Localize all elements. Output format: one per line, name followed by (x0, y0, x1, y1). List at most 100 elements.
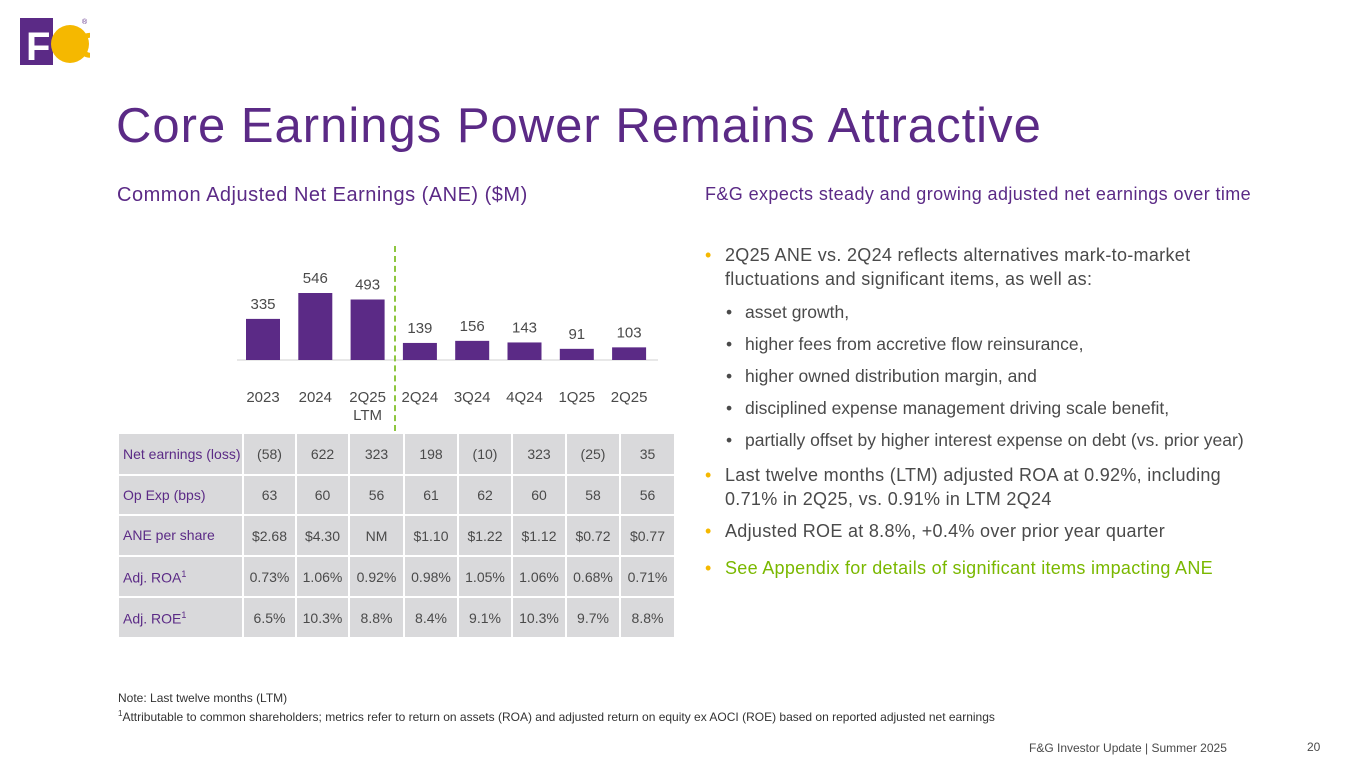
x-tick-label: 2Q24 (401, 389, 439, 406)
ane-bar-chart: 335 546 493 139 156 143 91 103 (237, 270, 658, 361)
x-tick-label: 2Q25 LTM (349, 389, 386, 424)
page-title: Core Earnings Power Remains Attractive (116, 99, 1042, 153)
row-label: Adj. ROE1 (117, 596, 244, 639)
table-cell: 56 (619, 474, 676, 516)
table-cell: 8.4% (403, 596, 459, 639)
table-cell: 10.3% (295, 596, 350, 639)
table-cell: 622 (295, 432, 350, 476)
table-cell: (25) (565, 432, 621, 476)
bullet-text: Adjusted ROE at 8.8%, +0.4% over prior y… (725, 521, 1166, 541)
table-cell: $0.72 (565, 514, 621, 557)
bar-2q25-ltm (350, 299, 385, 360)
x-tick-label: 2024 (298, 389, 332, 406)
table-cell: 56 (348, 474, 405, 516)
table-cell: 58 (565, 474, 621, 516)
bullet-ltm-roa: • Last twelve months (LTM) adjusted ROA … (705, 465, 1221, 509)
bar-2023 (246, 318, 280, 360)
bullet-appendix-note: • See Appendix for details of significan… (705, 558, 1213, 578)
bar-2024 (298, 293, 333, 360)
table-row: Adj. ROA1 0.73% 1.06% 0.92% 0.98% 1.05% 1.06% 0… (117, 555, 676, 598)
sub-bullet: • disciplined expense management driving … (726, 398, 1170, 418)
table-cell: 9.1% (457, 596, 513, 639)
bar-4q24 (507, 342, 542, 360)
table-cell: (10) (457, 432, 513, 476)
table-cell: $1.22 (457, 514, 513, 557)
row-label: Adj. ROA1 (117, 555, 244, 598)
table-cell: 1.06% (295, 555, 350, 598)
footnote: Note: Last twelve months (LTM) 1Attribut… (118, 690, 995, 725)
table-cell: 10.3% (511, 596, 567, 639)
bullet-ane-comparison: • 2Q25 ANE vs. 2Q24 reflects alternative… (705, 243, 1265, 451)
row-label: ANE per share (117, 514, 244, 557)
row-label: Op Exp (bps) (117, 474, 244, 516)
bullet-text: Last twelve months (LTM) adjusted ROA at… (725, 465, 1221, 509)
table-cell: 8.8% (619, 596, 676, 639)
x-tick-label: 3Q24 (453, 389, 491, 406)
bullet-marker: • (705, 245, 712, 265)
table-cell: 0.71% (619, 555, 676, 598)
sub-bullet: • higher owned distribution margin, and (726, 366, 1037, 386)
footnote-ltm: Note: Last twelve months (LTM) (118, 691, 288, 705)
bar-2q24 (402, 342, 437, 360)
table-row: ANE per share $2.68 $4.30 NM $1.10 $1.22 $1.12… (117, 514, 676, 557)
bar-2q25 (612, 347, 647, 360)
footer-text: F&G Investor Update | Summer 2025 (1029, 741, 1227, 755)
bar-value-label: 143 (512, 319, 537, 336)
table-cell: 0.98% (403, 555, 459, 598)
bar-value-label: 103 (617, 324, 642, 341)
bar-value-label: 335 (250, 296, 275, 313)
table-cell: 0.92% (348, 555, 405, 598)
table-cell: 63 (242, 474, 297, 516)
x-tick-label: 2023 (246, 389, 280, 406)
sub-bullet: • asset growth, (726, 302, 850, 322)
table-cell: 60 (511, 474, 567, 516)
table-cell: $1.12 (511, 514, 567, 557)
bullet-text: 2Q25 ANE vs. 2Q24 reflects alternatives … (725, 245, 1191, 289)
sub-bullet: • partially offset by higher interest exp… (726, 430, 1244, 450)
appendix-link-text: See Appendix for details of significant … (725, 558, 1213, 578)
bar-1q25 (559, 348, 594, 360)
table-cell: 6.5% (242, 596, 297, 639)
logo-g: &G (53, 27, 90, 65)
table-cell: 0.68% (565, 555, 621, 598)
bar-value-label: 156 (460, 318, 485, 335)
logo-registered-mark: ® (82, 18, 88, 26)
table-cell: 60 (295, 474, 350, 516)
bullet-list: • 2Q25 ANE vs. 2Q24 reflects alternative… (705, 243, 1265, 580)
table-row: Op Exp (bps) 63 60 56 61 62 60 58 56 (117, 474, 676, 516)
table-cell: 61 (403, 474, 459, 516)
table-cell: 8.8% (348, 596, 405, 639)
table-cell: 323 (348, 432, 405, 476)
sub-bullet-list: • asset growth, • higher fees from accreti… (725, 301, 1265, 451)
table-cell: $0.77 (619, 514, 676, 557)
table-cell: 323 (511, 432, 567, 476)
table-cell: 0.73% (242, 555, 297, 598)
table-row: Adj. ROE1 6.5% 10.3% 8.8% 8.4% 9.1% 10.3% 9.7% 8… (117, 596, 676, 639)
table-cell: 198 (403, 432, 459, 476)
table-row: Net earnings (loss) (58) 622 323 198 (10) 323(… (117, 432, 676, 476)
chart-title: Common Adjusted Net Earnings (ANE) ($M) (117, 184, 528, 206)
table-cell: $2.68 (242, 514, 297, 557)
bar-value-label: 493 (355, 277, 380, 294)
bar-value-label: 546 (303, 270, 328, 287)
x-tick-label: 1Q25 (558, 389, 596, 406)
bar-3q24 (455, 340, 490, 360)
metrics-table: Net earnings (loss) (58) 622 323 198 (10) 323(… (117, 432, 676, 639)
table-cell: $4.30 (295, 514, 350, 557)
table-cell: $1.10 (403, 514, 459, 557)
footnote-definition: 1Attributable to common shareholders; me… (118, 709, 995, 724)
logo-f: F (26, 25, 50, 68)
table-cell: 1.06% (511, 555, 567, 598)
right-heading: F&G expects steady and growing adjusted … (705, 184, 1252, 204)
table-cell: (58) (242, 432, 297, 476)
x-tick-label: 4Q24 (506, 389, 543, 406)
bar-value-label: 91 (568, 326, 585, 343)
x-tick-label: 2Q25 (610, 389, 648, 406)
bullet-adjusted-roe: • Adjusted ROE at 8.8%, +0.4% over prior… (705, 521, 1166, 541)
row-label: Net earnings (loss) (117, 432, 244, 476)
table-cell: 1.05% (457, 555, 513, 598)
table-cell: 35 (619, 432, 676, 476)
page-number: 20 (1307, 740, 1321, 754)
sub-bullet: • higher fees from accretive flow reinsur… (726, 334, 1084, 354)
table-cell: 9.7% (565, 596, 621, 639)
